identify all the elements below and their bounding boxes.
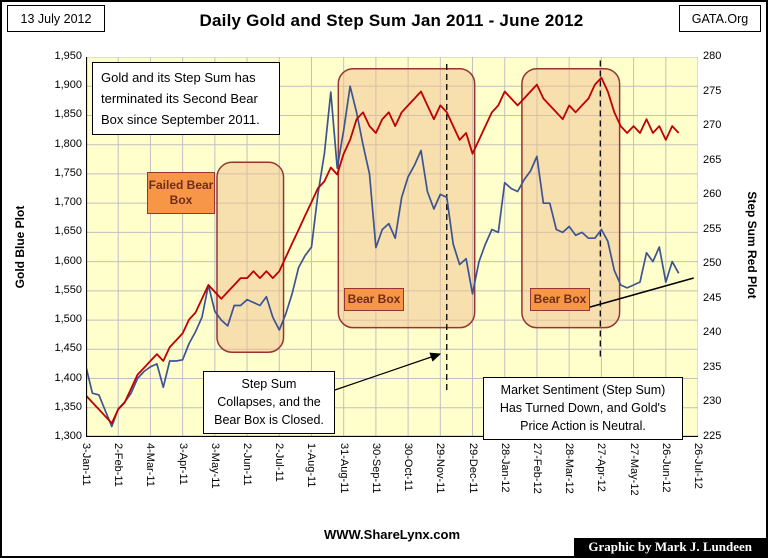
left-axis-tick-label: 1,750 [54,166,82,179]
x-axis-tick-label: 27-Feb-12 [530,443,543,494]
gold-price-line [86,85,680,428]
left-axis-tick-label: 1,500 [54,313,82,326]
x-axis-tick-label: 27-May-12 [627,443,640,496]
note-step-sum-collapse: Step Sum Collapses, and the Bear Box is … [203,371,335,435]
right-axis-tick-label: 225 [703,430,722,442]
bear-box-1 [337,67,476,329]
bear-box-label-1: Bear Box [344,288,404,311]
bear-box-label-2: Bear Box [530,288,590,311]
right-axis-tick-label: 280 [703,50,722,62]
left-axis-tick-label: 1,850 [54,108,82,121]
right-axis-tick-label: 255 [703,222,722,235]
x-axis-tick-label: 1-Aug-11 [305,443,318,488]
graphic-credit-bar: Graphic by Mark J. Lundeen [574,538,766,556]
left-axis-tick-label: 1,700 [54,196,82,209]
right-axis-tick-label: 235 [703,360,722,373]
left-axis-tick-label: 1,950 [54,50,82,62]
x-axis-tick-label: 2-Jul-11 [273,443,286,482]
right-axis-tick-label: 275 [703,84,722,97]
left-axis-tick-label: 1,900 [54,79,82,92]
left-axis-tick-label: 1,550 [54,283,82,296]
failed-bear-box [216,161,285,353]
x-axis-tick-label: 3-Apr-11 [176,443,189,485]
source-box: GATA.Org [679,5,761,32]
support-trend-line [585,277,694,310]
right-axis-tick-label: 230 [703,395,722,408]
x-axis-tick-label: 31-Aug-11 [337,443,350,494]
x-axis-tick-label: 2-Feb-11 [112,443,125,487]
x-axis-tick-label: 3-Jan-11 [80,443,92,486]
left-axis-tick-label: 1,400 [54,371,82,384]
right-axis-tick-label: 270 [703,119,722,132]
sharelynx-credit: WWW.ShareLynx.com [323,527,461,542]
x-axis-tick-label: 27-Apr-12 [595,443,608,492]
x-axis-tick-label: 26-Jun-12 [659,443,672,493]
x-axis-tick-label: 29-Dec-11 [466,443,479,494]
x-axis-tick-label: 30-Oct-11 [402,443,415,492]
note-market-sentiment: Market Sentiment (Step Sum) Has Turned D… [483,377,683,441]
left-axis-tick-label: 1,800 [54,137,82,150]
x-axis-tick-label: 30-Sep-11 [369,443,382,494]
left-axis-tick-label: 1,300 [54,430,82,442]
note-top-left: Gold and its Step Sum has terminated its… [92,62,280,136]
right-axis-tick-label: 260 [703,188,722,201]
right-axis-tick-label: 245 [703,291,722,304]
left-axis-title: Gold Blue Plot [13,205,27,289]
left-axis-tick-label: 1,350 [54,400,82,413]
x-axis-tick-label: 26-Jul-12 [692,443,704,489]
step-sum-line [86,76,680,425]
x-axis-tick-label: 2-Jun-11 [241,443,254,486]
x-axis-tick-label: 29-Nov-11 [434,443,447,494]
x-axis-tick-label: 3-May-11 [208,443,221,489]
date-box: 13 July 2012 [7,5,105,32]
x-axis-tick-label: 4-Mar-11 [144,443,157,487]
x-axis-tick-label: 28-Mar-12 [563,443,576,494]
bear-box-2 [521,67,621,329]
right-axis-title: Step Sum Red Plot [745,191,759,299]
left-axis-tick-label: 1,450 [54,342,82,355]
left-axis-tick-label: 1,650 [54,225,82,238]
left-axis-tick-label: 1,600 [54,254,82,267]
x-axis-tick-label: 28-Jan-12 [498,443,511,493]
right-axis-tick-label: 240 [703,326,722,339]
failed-bear-box-label: Failed Bear Box [147,172,215,214]
right-axis-tick-label: 265 [703,153,722,166]
right-axis-tick-label: 250 [703,257,722,270]
annotation-arrow [331,352,442,392]
chart-title: Daily Gold and Step Sum Jan 2011 - June … [199,11,584,30]
